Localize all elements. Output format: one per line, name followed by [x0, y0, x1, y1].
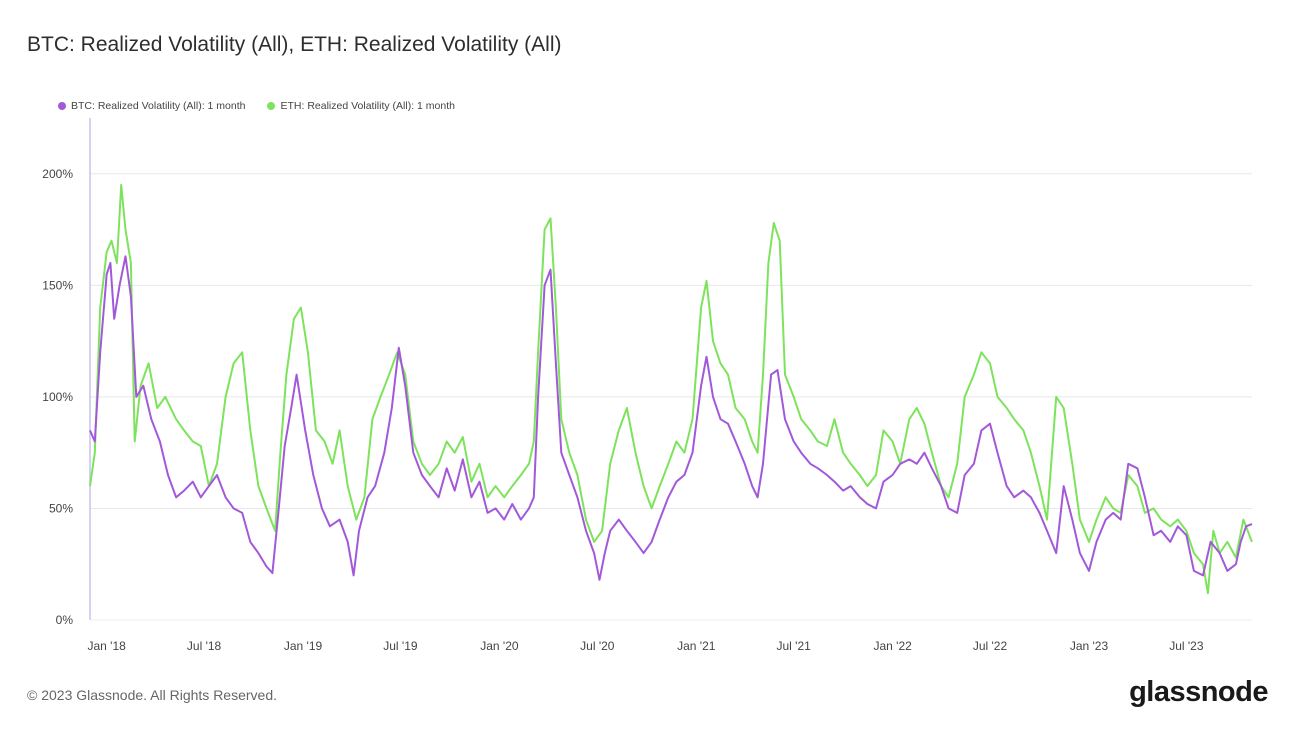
x-axis-tick-labels: Jan '18 Jul '18 Jan '19 Jul '19 Jan '20 Jul '…: [88, 639, 1204, 653]
x-tick-label: Jan '18: [88, 639, 127, 653]
glassnode-logo[interactable]: glassnode: [1129, 676, 1268, 708]
x-tick-label: Jan '23: [1070, 639, 1109, 653]
x-tick-label: Jul '19: [383, 639, 418, 653]
y-tick-label: 200%: [42, 167, 73, 181]
grid-lines: [90, 173, 1252, 509]
x-tick-label: Jan '19: [284, 639, 323, 653]
x-tick-label: Jul '21: [776, 639, 811, 653]
x-tick-label: Jul '20: [580, 639, 615, 653]
btc-volatility-line[interactable]: [89, 255, 1253, 581]
legend-label-eth: ETH: Realized Volatility (All): 1 month: [280, 100, 455, 112]
legend-item-btc[interactable]: BTC: Realized Volatility (All): 1 month: [58, 100, 245, 112]
legend-dot-eth: [267, 102, 276, 110]
y-axis-tick-labels: 0% 50% 100% 150% 200%: [42, 167, 73, 627]
y-tick-label: 0%: [56, 613, 74, 627]
y-tick-label: 150%: [42, 278, 73, 292]
eth-volatility-line[interactable]: [89, 183, 1253, 595]
x-tick-label: Jul '23: [1169, 639, 1204, 653]
x-tick-label: Jul '22: [973, 639, 1008, 653]
legend-item-eth[interactable]: ETH: Realized Volatility (All): 1 month: [267, 100, 455, 112]
y-tick-label: 50%: [49, 501, 73, 515]
x-tick-label: Jan '22: [873, 639, 912, 653]
chart-legend: BTC: Realized Volatility (All): 1 month …: [58, 100, 455, 112]
legend-label-btc: BTC: Realized Volatility (All): 1 month: [71, 100, 246, 112]
x-tick-label: Jul '18: [187, 639, 222, 653]
y-tick-label: 100%: [42, 390, 73, 404]
x-tick-label: Jan '21: [677, 639, 716, 653]
series-lines: [89, 183, 1253, 595]
legend-dot-btc: [58, 102, 66, 110]
copyright-footer: © 2023 Glassnode. All Rights Reserved.: [27, 687, 278, 703]
x-tick-label: Jan '20: [480, 639, 519, 653]
chart-title: BTC: Realized Volatility (All), ETH: Rea…: [27, 33, 562, 56]
